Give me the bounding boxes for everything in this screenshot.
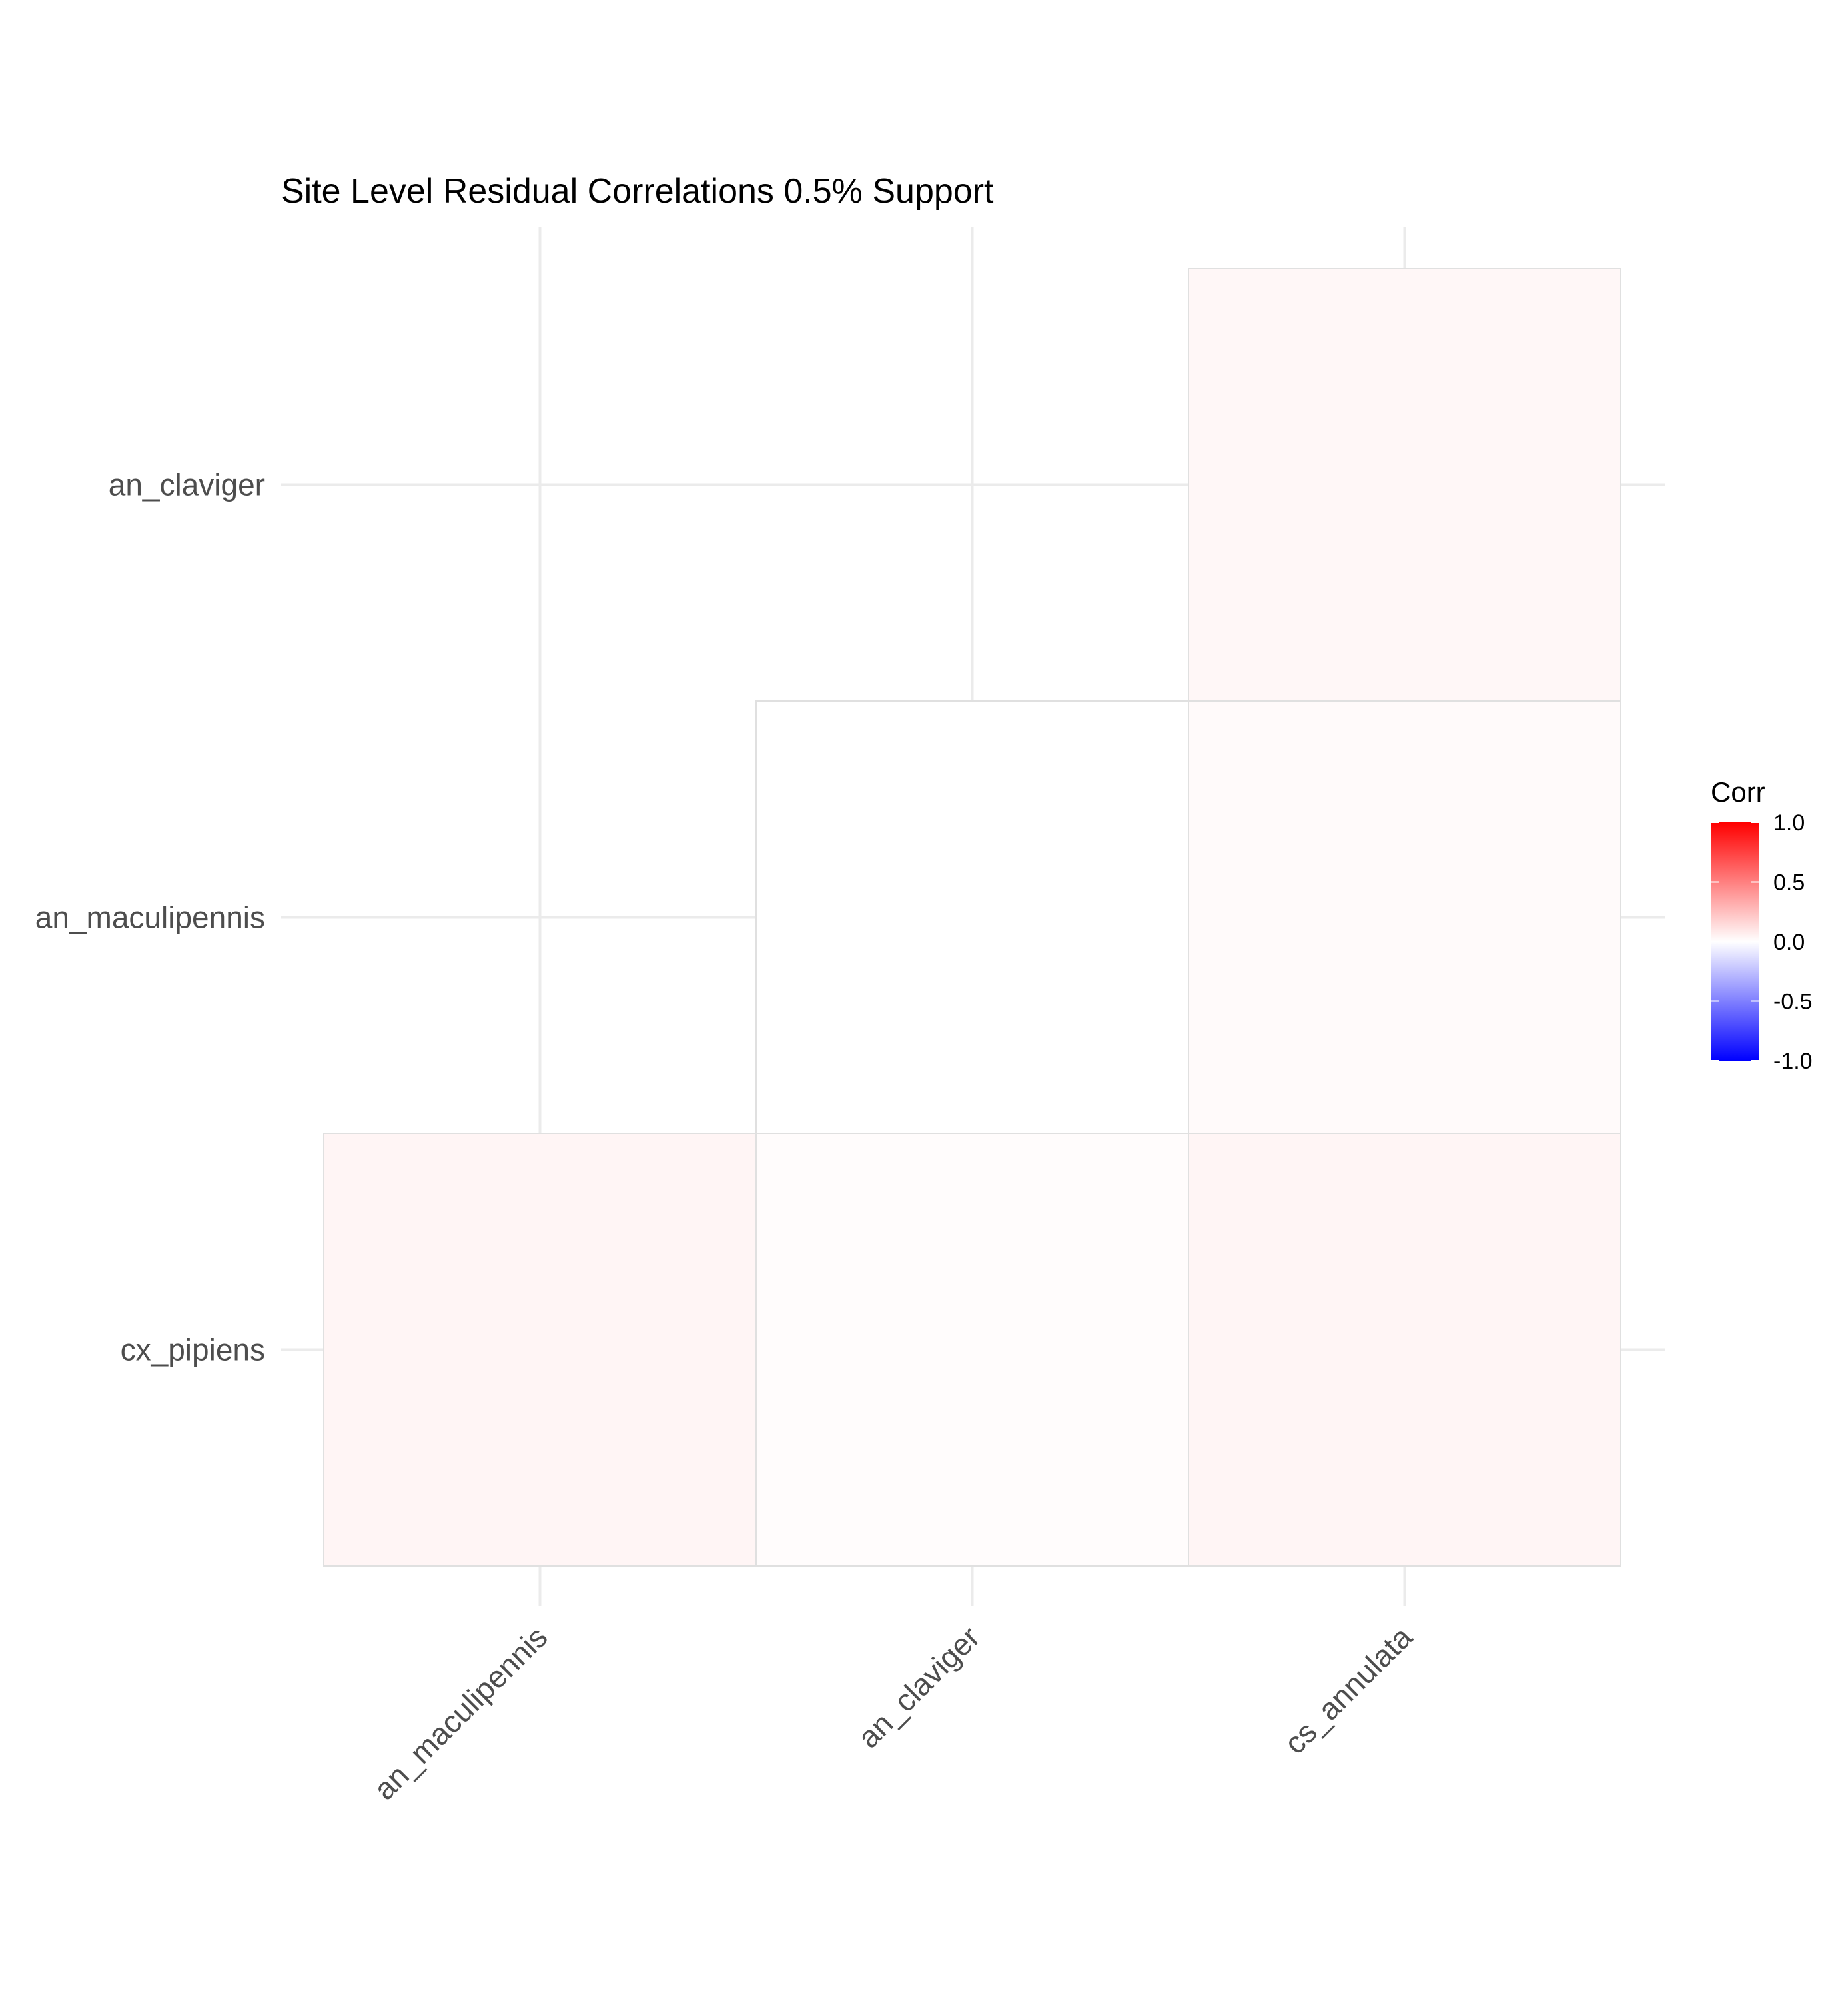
legend-tick-label: 0.0	[1773, 930, 1805, 955]
legend-tick-label: -0.5	[1773, 990, 1813, 1015]
y-tick-label: cx_pipiens	[121, 1333, 265, 1367]
x-tick-label: an_claviger	[851, 1619, 986, 1754]
chart-title: Site Level Residual Correlations 0.5% Su…	[281, 172, 994, 211]
heatmap-cell	[1188, 1133, 1621, 1567]
heatmap-cell	[755, 700, 1189, 1134]
y-axis-tick-labels: cx_pipiens an_maculipennis an_claviger	[35, 468, 265, 1367]
legend-title: Corr	[1711, 776, 1765, 808]
heatmap-tiles	[323, 268, 1621, 1567]
x-tick-label: cs_annulata	[1277, 1619, 1418, 1760]
heatmap-cell	[1188, 268, 1621, 702]
x-tick-label: an_maculipennis	[367, 1619, 554, 1806]
color-legend: Corr 1.0 0.5 0.0 -0.5 -1.0	[1711, 776, 1813, 1074]
legend-ticks: 1.0 0.5 0.0 -0.5 -1.0	[1711, 810, 1813, 1074]
legend-tick-label: 1.0	[1773, 810, 1805, 836]
y-tick-label: an_claviger	[109, 468, 265, 502]
heatmap-cell	[323, 1133, 757, 1567]
y-tick-label: an_maculipennis	[35, 900, 265, 935]
legend-tick-label: -1.0	[1773, 1049, 1813, 1074]
x-axis-tick-labels: an_maculipennis an_claviger cs_annulata	[367, 1619, 1419, 1806]
legend-tick-label: 0.5	[1773, 870, 1805, 896]
heatmap-cell	[1188, 700, 1621, 1134]
heatmap-cell	[755, 1133, 1189, 1567]
